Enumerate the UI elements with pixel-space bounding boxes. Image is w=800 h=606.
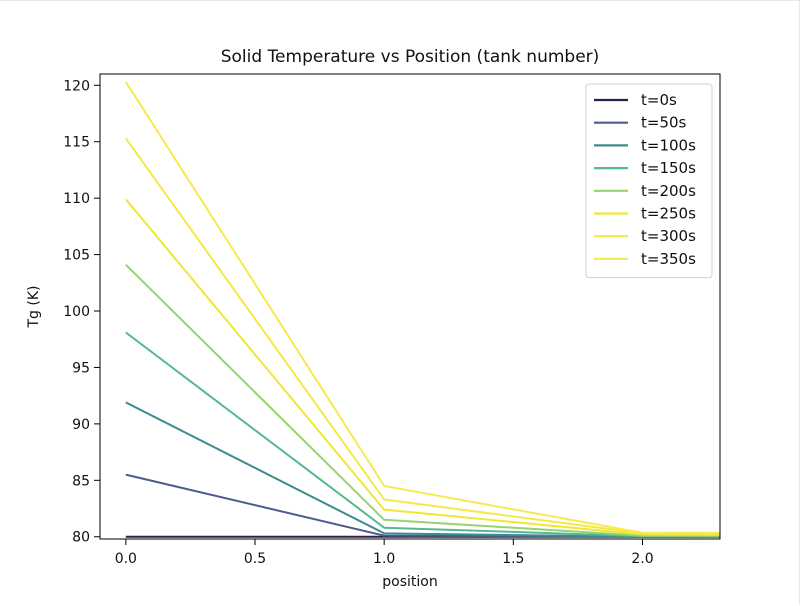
x-tick-label-4: 2.0 [631,551,653,567]
x-tick-label-0: 0.0 [115,551,137,567]
legend-label-0: t=0s [641,91,677,109]
series-line-t-200s [125,264,720,537]
y-tick-label-6: 110 [63,191,90,207]
y-tick-label-3: 95 [72,360,90,376]
legend-label-1: t=50s [641,114,687,132]
y-tick-label-0: 80 [72,530,90,546]
series-line-t-250s [125,198,720,536]
series-line-t-50s [125,473,720,538]
y-axis-label: Tg (K) [26,286,42,329]
legend-label-5: t=250s [641,205,696,223]
legend-label-7: t=350s [641,250,696,268]
legend-label-6: t=300s [641,227,696,245]
x-tick-label-3: 1.5 [502,551,524,567]
plot-area [124,81,720,538]
x-tick-label-1: 0.5 [244,551,266,567]
series-line-t-150s [125,331,720,538]
y-tick-label-5: 105 [63,248,90,264]
x-axis-label: position [382,574,437,590]
legend-box [585,83,713,279]
series-line-t-300s [125,137,720,535]
y-tick-label-8: 120 [63,78,90,94]
chart-title: Solid Temperature vs Position (tank numb… [221,47,600,67]
series-line-t-350s [124,81,720,534]
axes: 0.0 0.5 1.0 1.5 2.0 80 85 90 95 100 105 110 115 120 [63,73,721,567]
legend-label-4: t=200s [641,182,696,200]
x-tick-label-2: 1.0 [373,551,395,567]
y-tick-label-1: 85 [72,473,90,489]
legend-label-3: t=150s [641,159,696,177]
y-tick-label-4: 100 [63,304,90,320]
legend: t=0s t=50s t=100s t=150s t=200s t=250s t=300s t… [585,83,713,279]
legend-label-2: t=100s [641,136,696,154]
y-tick-label-2: 90 [72,417,90,433]
axes-frame [99,73,721,540]
series-line-t-100s [125,401,720,538]
y-tick-label-7: 115 [63,135,90,151]
